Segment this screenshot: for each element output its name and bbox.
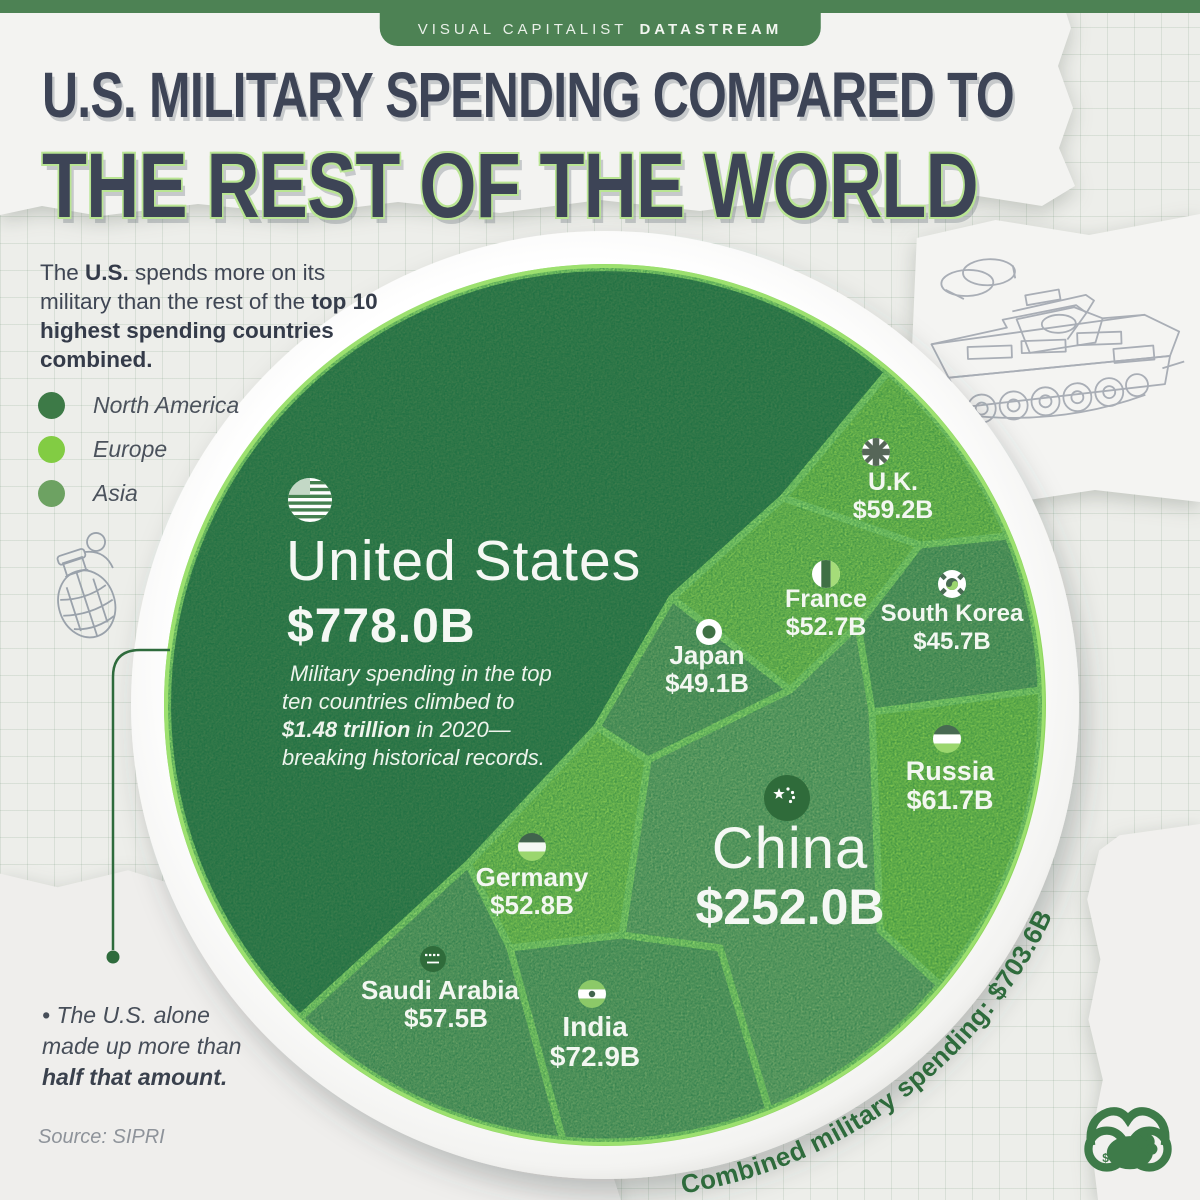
legend-label-europe: Europe [93, 436, 168, 462]
label-india-value: $72.9B [550, 1041, 640, 1072]
svg-text:$: $ [1102, 1151, 1109, 1165]
us-flag-icon [288, 478, 332, 522]
us-annotation: Military spending in the top ten countri… [281, 661, 552, 770]
germany-flag-icon [518, 833, 546, 861]
banner-product: DATASTREAM [639, 21, 783, 38]
annotation-line3-bold: $1.48 trillion [281, 717, 410, 742]
label-saudi-arabia-name: Saudi Arabia [361, 975, 520, 1005]
label-france-value: $52.7B [786, 613, 867, 641]
top-banner-bar [0, 0, 1200, 13]
label-uk-name: U.K. [868, 468, 918, 496]
subtitle: The U.S. spends more on its military tha… [40, 258, 380, 374]
visual-capitalist-logo-icon: $ [1084, 1107, 1172, 1172]
legend-dot-asia [38, 480, 65, 507]
annotation-line4: breaking historical records. [282, 745, 545, 770]
annotation-line3-rest: in 2020— [410, 717, 511, 742]
flag-icons [288, 438, 966, 1008]
country-labels: United States $778.0B Military spending … [281, 468, 1024, 1072]
title-line1: U.S. MILITARY SPENDING COMPARED TO [42, 59, 1015, 131]
label-russia-value: $61.7B [906, 785, 993, 815]
title-line2: THE REST OF THE WORLD [42, 135, 979, 237]
annotation-line3: $1.48 trillion in 2020— [281, 717, 512, 742]
label-japan-value: $49.1B [665, 668, 749, 698]
legend: North America Europe Asia [38, 392, 239, 524]
russia-flag-icon [933, 725, 961, 753]
label-france-name: France [785, 585, 867, 613]
top-banner-tab: VISUAL CAPITALIST DATASTREAM [379, 13, 821, 46]
saudi-arabia-flag-icon [420, 946, 446, 972]
us-half-note: • The U.S. alone made up more than half … [42, 1000, 241, 1093]
page-title: U.S. MILITARY SPENDING COMPARED TO THE R… [42, 58, 1200, 239]
grenade-sketch-icon [56, 532, 117, 639]
label-south-korea-value: $45.7B [913, 628, 990, 655]
china-flag-icon [764, 775, 810, 821]
france-flag-icon [812, 560, 840, 588]
label-japan-name: Japan [669, 640, 744, 670]
legend-dot-north-america [38, 392, 65, 419]
subtitle-part4: top 10 highest spending countries combin… [40, 289, 378, 372]
japan-flag-icon [696, 619, 722, 645]
grain-texture [168, 268, 1042, 1142]
subtitle-part1: The [40, 260, 86, 285]
tank-sketch-icon [930, 258, 1185, 424]
legend-label-asia: Asia [93, 480, 138, 506]
label-south-korea-name: South Korea [881, 600, 1024, 627]
label-germany-value: $52.8B [490, 890, 574, 920]
legend-item-europe: Europe [38, 436, 239, 463]
legend-item-asia: Asia [38, 480, 239, 507]
label-india-name: India [562, 1011, 628, 1042]
label-united-states-value: $778.0B [287, 600, 475, 653]
label-china-name: China [712, 816, 869, 881]
label-germany-name: Germany [476, 862, 589, 892]
label-china-value: $252.0B [695, 879, 884, 935]
label-saudi-arabia-value: $57.5B [404, 1003, 488, 1033]
annotation-line2: ten countries climbed to [282, 689, 514, 714]
label-uk-value: $59.2B [853, 496, 934, 524]
note-line3: half that amount. [42, 1064, 228, 1090]
india-flag-icon [578, 980, 606, 1008]
south-korea-flag-icon [938, 570, 966, 598]
label-russia-name: Russia [906, 756, 996, 786]
legend-item-north-america: North America [38, 392, 239, 419]
legend-dot-europe [38, 436, 65, 463]
note-line1: • The U.S. alone [42, 1002, 210, 1028]
uk-flag-icon [862, 438, 890, 466]
label-united-states-name: United States [286, 529, 641, 593]
us-note-connector [106, 648, 170, 964]
source-credit: Source: SIPRI [38, 1126, 165, 1148]
subtitle-part3: spends more on its military than the res… [40, 260, 326, 314]
banner-brand: VISUAL CAPITALIST [417, 21, 628, 38]
legend-label-north-america: North America [93, 392, 240, 418]
note-line2: made up more than [42, 1033, 242, 1059]
subtitle-part2: U.S. [85, 260, 129, 285]
annotation-line1: Military spending in the top [290, 661, 552, 686]
